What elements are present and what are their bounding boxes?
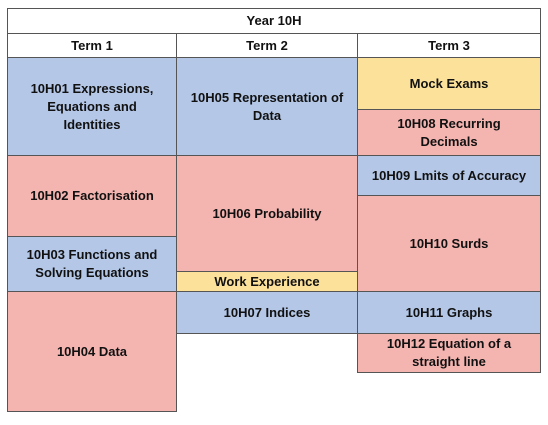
term3-unit-10h10: 10H10 Surds (357, 195, 541, 292)
term2-work-experience: Work Experience (176, 271, 358, 292)
term3-unit-10h11: 10H11 Graphs (357, 291, 541, 334)
term1-unit-10h01: 10H01 Expressions, Equations and Identit… (7, 57, 177, 156)
term1-unit-10h03: 10H03 Functions and Solving Equations (7, 236, 177, 292)
term-1-header: Term 1 (7, 33, 177, 58)
term3-mock-exams: Mock Exams (357, 57, 541, 110)
term-3-header: Term 3 (357, 33, 541, 58)
term3-unit-10h12: 10H12 Equation of a straight line (357, 333, 541, 373)
term2-unit-10h07: 10H07 Indices (176, 291, 358, 334)
term3-unit-10h08: 10H08 Recurring Decimals (357, 109, 541, 156)
term-2-header: Term 2 (176, 33, 358, 58)
term1-unit-10h04: 10H04 Data (7, 291, 177, 412)
term2-unit-10h05: 10H05 Representation of Data (176, 57, 358, 156)
term2-unit-10h06: 10H06 Probability (176, 155, 358, 272)
table-title: Year 10H (7, 8, 541, 34)
term3-unit-10h09: 10H09 Lmits of Accuracy (357, 155, 541, 196)
term1-unit-10h02: 10H02 Factorisation (7, 155, 177, 237)
